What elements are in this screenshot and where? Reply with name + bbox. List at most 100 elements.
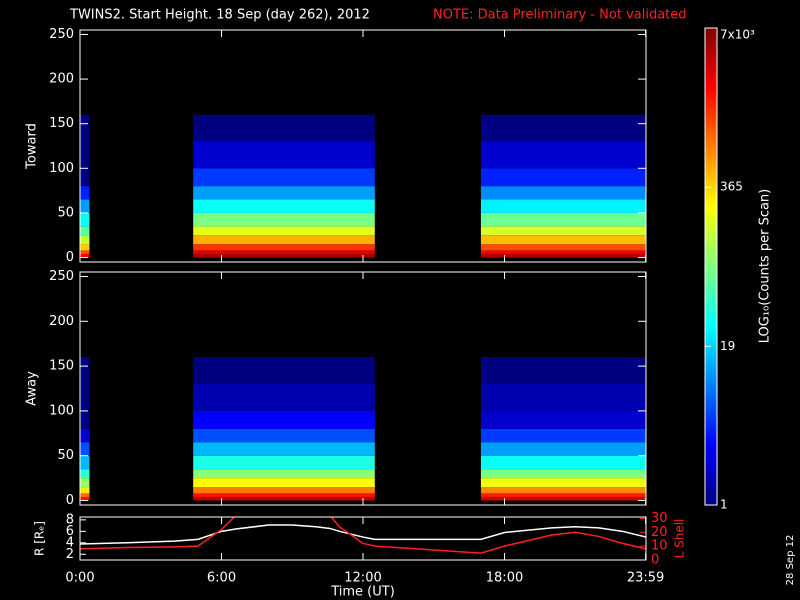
y-tick-label: 150 — [49, 359, 74, 374]
heat-cell — [480, 235, 646, 245]
y-tick-label: 8 — [66, 512, 74, 527]
heat-cell — [480, 442, 646, 456]
heat-cell — [80, 487, 90, 494]
heat-cell — [193, 410, 375, 429]
heat-cell — [193, 469, 375, 479]
heat-cell — [480, 478, 646, 488]
heat-cell — [480, 428, 646, 443]
heat-cell — [80, 250, 90, 254]
heat-cell — [480, 469, 646, 479]
heat-cell — [193, 226, 375, 236]
heat-cell — [193, 141, 375, 169]
heat-cell — [193, 114, 375, 142]
heat-cell — [193, 455, 375, 470]
note: NOTE: Data Preliminary - Not validated — [433, 8, 687, 23]
heat-cell — [480, 455, 646, 470]
series-line — [80, 517, 646, 554]
heat-cell — [480, 410, 646, 429]
heat-cell — [80, 384, 90, 411]
heat-cell — [480, 244, 646, 251]
heat-cell — [80, 199, 90, 213]
heat-cell — [480, 250, 646, 254]
y-tick-label: 50 — [57, 205, 74, 220]
heat-cell — [80, 114, 90, 142]
heat-cell — [480, 114, 646, 142]
heat-cell — [80, 469, 90, 479]
heat-cell — [80, 410, 90, 429]
y-tick-label: 0 — [66, 493, 74, 508]
heat-cell — [80, 141, 90, 169]
x-label: Time (UT) — [330, 585, 395, 600]
heat-cell — [80, 168, 90, 187]
heat-cell — [80, 478, 90, 488]
date-stamp: 28 Sep 12 — [785, 535, 796, 586]
heat-cell — [480, 141, 646, 169]
panel-frame — [79, 516, 647, 561]
heat-cell — [80, 253, 90, 258]
colorbar-tick-label: 7x10³ — [720, 28, 755, 42]
y-tick-label: 200 — [49, 72, 74, 87]
y-tick-label: 250 — [49, 27, 74, 42]
heat-cell — [480, 357, 646, 385]
heat-cell — [80, 428, 90, 443]
heat-cell — [193, 168, 375, 187]
y-tick-label: 4 — [66, 535, 74, 550]
y-tick-label: 50 — [57, 448, 74, 463]
heat-cell — [480, 212, 646, 227]
heat-cell — [80, 442, 90, 456]
heat-cell — [80, 496, 90, 501]
heat-cell — [193, 244, 375, 251]
x-tick-label: 6:00 — [207, 571, 236, 586]
y-label: R [Rₑ] — [33, 521, 47, 556]
heat-cell — [480, 253, 646, 258]
x-tick-label: 0:00 — [65, 571, 94, 586]
heat-cell — [480, 487, 646, 494]
y-tick-label: 100 — [49, 403, 74, 418]
heat-cell — [80, 357, 90, 385]
colorbar-tick-label: 19 — [720, 339, 735, 353]
colorbar-label: LOG₁₀(Counts per Scan) — [758, 189, 773, 344]
y-tick-label: 200 — [49, 314, 74, 329]
heat-cell — [480, 168, 646, 187]
heat-cell — [193, 235, 375, 245]
y-tick-label: 0 — [66, 250, 74, 265]
heat-cell — [80, 455, 90, 470]
y2-tick-label: 30 — [651, 511, 668, 526]
heat-cell — [193, 496, 375, 501]
heat-cell — [480, 199, 646, 213]
y-label: Away — [25, 371, 40, 406]
y2-tick-label: 0 — [651, 553, 659, 568]
heat-cell — [193, 442, 375, 456]
x-tick-label: 18:00 — [486, 571, 523, 586]
y2-tick-label: 10 — [651, 539, 668, 554]
heat-cell — [193, 199, 375, 213]
heat-cell — [480, 226, 646, 236]
y-tick-label: 250 — [49, 269, 74, 284]
colorbar-tick-label: 365 — [720, 180, 743, 194]
heat-cell — [480, 186, 646, 200]
heat-cell — [193, 250, 375, 254]
y-tick-label: 2 — [66, 547, 74, 562]
x-tick-label: 23:59 — [627, 571, 664, 586]
heat-cell — [480, 493, 646, 497]
heat-cell — [193, 487, 375, 494]
y-tick-label: 100 — [49, 161, 74, 176]
series-line — [80, 524, 646, 545]
panel-frame — [79, 271, 647, 506]
heat-cell — [193, 428, 375, 443]
heat-cell — [193, 384, 375, 411]
heat-cell — [193, 253, 375, 258]
heat-cell — [193, 493, 375, 497]
heat-cell — [193, 186, 375, 200]
heat-cell — [80, 493, 90, 497]
y-label: Toward — [25, 123, 40, 170]
panel-frame — [79, 29, 647, 263]
heat-cell — [193, 357, 375, 385]
heat-cell — [80, 212, 90, 227]
heat-cell — [480, 384, 646, 411]
x-tick-label: 12:00 — [344, 571, 381, 586]
heat-cell — [193, 212, 375, 227]
colorbar — [704, 27, 718, 506]
